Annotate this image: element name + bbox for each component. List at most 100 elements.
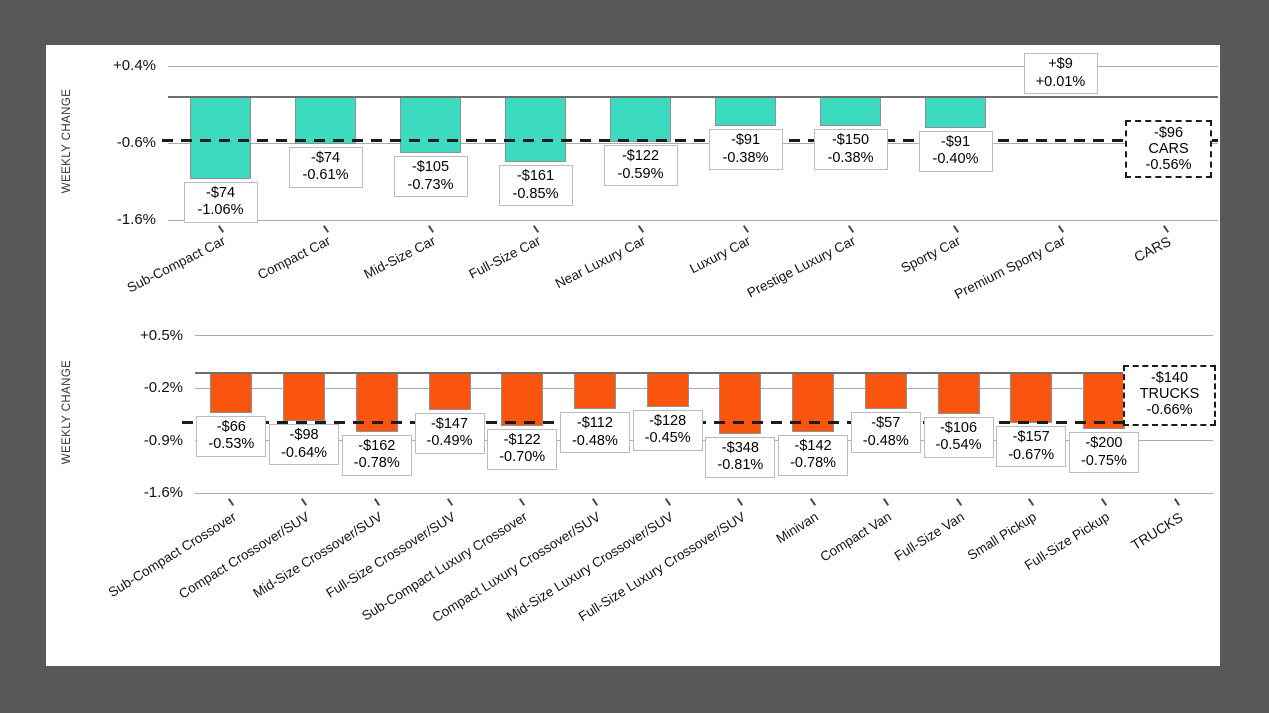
bar-car (295, 97, 356, 144)
summary-dollar-line: -$96 (1153, 125, 1184, 141)
x-axis-tick (373, 498, 380, 506)
value-label: -$157 -0.67% (996, 426, 1067, 468)
x-axis-tick (737, 498, 744, 506)
bar-car (715, 97, 776, 127)
x-axis-tick (446, 498, 453, 506)
value-pct-line: +0.01% (1035, 73, 1086, 90)
value-pct-line: -0.73% (407, 176, 454, 193)
value-dollar-line: -$66 (216, 418, 246, 435)
summary-name-line: TRUCKS (1139, 386, 1200, 402)
value-dollar-line: -$147 (430, 415, 469, 432)
y-gridline (168, 142, 1218, 144)
bar-truck (1010, 373, 1053, 424)
y-gridline (195, 387, 1213, 389)
value-label: -$98 -0.64% (269, 424, 340, 465)
value-pct-line: -1.06% (197, 202, 244, 219)
value-label: -$162 -0.78% (341, 434, 412, 476)
trucks-weekly-change-chart: +0.5% -0.2% -0.9% -1.6% -$66 -0.53% Sub-Compac… (46, 45, 1220, 666)
summary-pct-line: -0.56% (1145, 157, 1192, 173)
value-dollar-line: -$122 (621, 148, 660, 165)
average-summary-box: -$96 CARS -0.56% (1125, 120, 1212, 178)
y-gridline (195, 335, 1213, 336)
value-label: -$122 -0.70% (487, 428, 558, 470)
cars-weekly-change-chart: +0.4% -0.6% -1.6% -$74 -1.06% Sub-Compact Car… (46, 45, 1220, 666)
value-label: +$9 +0.01% (1023, 53, 1098, 94)
value-label: -$91 -0.38% (708, 129, 783, 171)
bar-car (610, 97, 671, 143)
bar-truck (864, 373, 907, 409)
value-dollar-line: -$91 (730, 132, 761, 149)
x-axis-tick (300, 498, 308, 506)
value-label: -$112 -0.48% (559, 412, 630, 453)
y-gridline (195, 492, 1213, 494)
value-pct-line: -0.78% (790, 455, 837, 471)
y-gridline (195, 440, 1213, 441)
x-axis-tick (591, 498, 598, 506)
value-label: -$142 -0.78% (778, 434, 849, 476)
x-axis-tick (228, 498, 235, 506)
value-dollar-line: -$112 (576, 415, 613, 431)
value-dollar-line: -$128 (649, 412, 687, 429)
value-label: -$57 -0.48% (850, 412, 921, 453)
x-axis-tick (519, 498, 526, 506)
y-axis-title: WEEKLY CHANGE (61, 88, 73, 194)
x-axis-tick (809, 498, 817, 506)
bar-car (190, 97, 251, 179)
y-axis-tick-label: -0.2% (143, 379, 183, 396)
value-label: -$74 -1.06% (183, 181, 258, 223)
value-dollar-line: -$74 (205, 184, 236, 201)
value-dollar-line: -$200 (1085, 435, 1123, 452)
value-dollar-line: +$9 (1048, 56, 1073, 72)
value-pct-line: -0.59% (617, 165, 664, 182)
value-pct-line: -0.70% (499, 449, 546, 465)
x-axis-tick (1173, 498, 1180, 506)
value-dollar-line: -$91 (940, 133, 971, 150)
y-axis-tick-label: +0.5% (140, 326, 183, 344)
value-dollar-line: -$157 (1012, 429, 1050, 446)
y-axis-tick-label: -1.6% (116, 211, 156, 229)
value-label: -$74 -0.61% (288, 146, 363, 188)
value-dollar-line: -$348 (721, 439, 759, 456)
value-pct-line: -0.67% (1008, 446, 1055, 463)
y-axis-tick-label: -1.6% (143, 484, 183, 501)
value-pct-line: -0.48% (571, 432, 618, 449)
value-label: -$147 -0.49% (414, 412, 485, 454)
value-pct-line: -0.75% (1080, 452, 1127, 469)
average-dashed-line-stub (1212, 138, 1218, 142)
y-gridline (168, 65, 1218, 67)
y-axis-tick-label: +0.4% (113, 57, 156, 75)
bar-truck (210, 373, 253, 413)
value-label: -$150 -0.38% (813, 129, 888, 171)
bar-truck (719, 373, 762, 434)
value-pct-line: -0.38% (722, 149, 769, 166)
x-axis-tick (1100, 498, 1107, 506)
bar-truck (283, 373, 326, 421)
bar-truck (937, 373, 980, 414)
value-pct-line: -0.64% (281, 444, 328, 461)
value-label: -$200 -0.75% (1068, 432, 1139, 474)
value-dollar-line: -$106 (939, 419, 978, 436)
zero-axis-line (195, 372, 1213, 374)
x-axis-tick (882, 498, 889, 506)
value-dollar-line: -$57 (871, 415, 901, 431)
value-dollar-line: -$150 (831, 132, 870, 149)
value-pct-line: -0.48% (862, 432, 909, 449)
value-pct-line: -0.45% (644, 430, 691, 447)
summary-pct-line: -0.66% (1146, 402, 1193, 418)
value-label: -$91 -0.40% (918, 130, 993, 172)
value-pct-line: -0.40% (932, 151, 979, 168)
value-pct-line: -0.61% (302, 167, 349, 184)
value-dollar-line: -$74 (310, 149, 341, 166)
y-axis-tick-label: -0.9% (143, 431, 183, 449)
value-dollar-line: -$162 (358, 437, 396, 454)
y-gridline (168, 219, 1218, 221)
average-summary-box: -$140 TRUCKS -0.66% (1123, 365, 1216, 426)
value-pct-line: -0.53% (208, 436, 255, 453)
value-label: -$66 -0.53% (196, 415, 267, 457)
x-axis-tick (664, 498, 671, 506)
value-pct-line: -0.78% (353, 455, 400, 471)
bar-truck (501, 373, 544, 426)
bar-truck (646, 373, 689, 407)
bar-car (820, 97, 881, 127)
